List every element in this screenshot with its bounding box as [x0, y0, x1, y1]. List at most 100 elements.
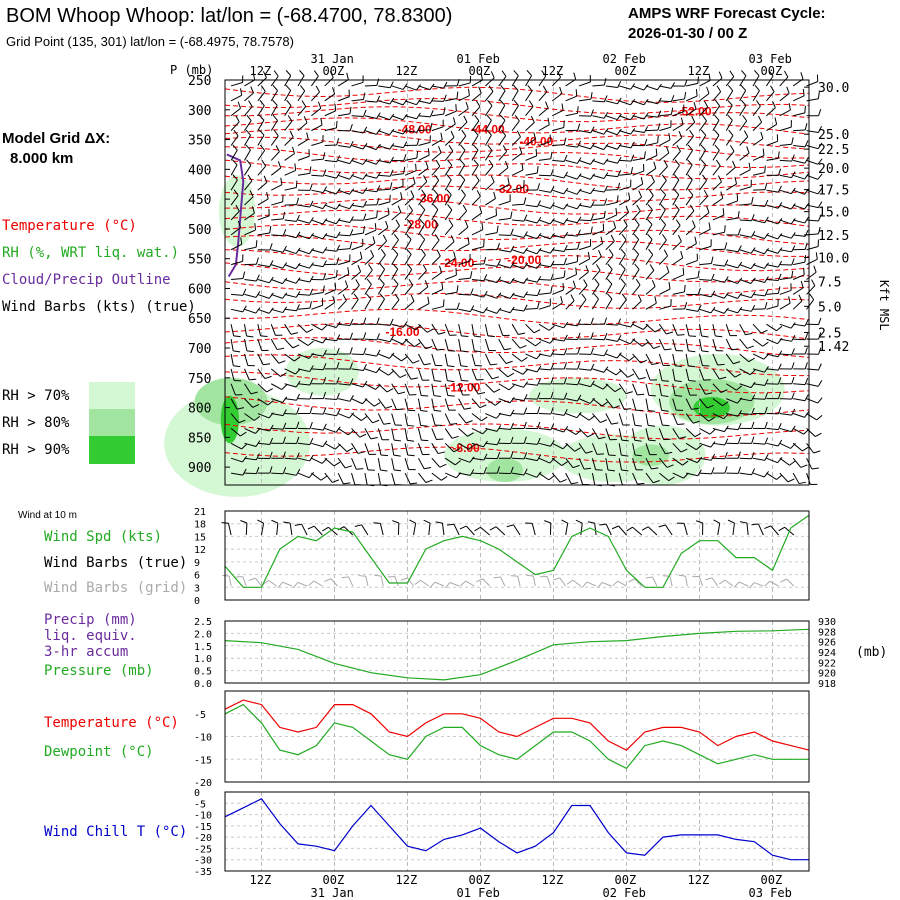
wind-barb [632, 284, 641, 295]
wind-barb [483, 467, 487, 474]
wind-barb [444, 194, 452, 206]
wind-barb [811, 467, 819, 470]
wind-barb [632, 443, 636, 456]
wind-barb [511, 169, 524, 176]
wind-barb [423, 363, 431, 366]
wind-barb [484, 134, 492, 146]
wind-barb [766, 219, 778, 225]
wind-barb [663, 249, 669, 257]
wind-barb [230, 442, 242, 450]
wind-barb [321, 324, 328, 331]
wind-barb [686, 82, 698, 87]
wind-barb [764, 392, 768, 400]
wind-barb [377, 413, 385, 425]
temperature-contour [225, 128, 809, 150]
wind-barb [685, 324, 690, 336]
profile-ytick-label: 900 [188, 461, 211, 476]
wind-barb [297, 122, 308, 132]
wind-barb [366, 278, 372, 285]
wind-barb [257, 77, 267, 87]
wind-barb [285, 84, 292, 91]
wind-barb [404, 183, 416, 191]
wind-barb [815, 252, 818, 260]
wind-barb [699, 383, 706, 395]
wind-barb [684, 79, 688, 87]
wind-barb [427, 148, 430, 156]
wind-barb [510, 451, 514, 459]
wind-barb [685, 210, 695, 221]
wind-barb [550, 350, 555, 357]
wind-barb [645, 195, 654, 206]
wind-barb [230, 457, 243, 463]
wind-barb [792, 300, 803, 310]
wind-barb [512, 186, 524, 191]
wind-barb [272, 84, 278, 91]
wind-barb [790, 218, 796, 225]
surface-wind-barb-grid [348, 576, 354, 587]
wind-barb [712, 324, 716, 337]
temperature-contour-label: -24.00 [440, 256, 474, 270]
wind-barb [364, 84, 377, 87]
wind-barb [806, 258, 818, 266]
wind-barb [739, 368, 751, 376]
wind-barb [270, 324, 276, 336]
wind-barb [300, 85, 306, 92]
wind-barb [322, 285, 325, 293]
wind-barb [252, 403, 260, 408]
ytick-label-pressure: 0.5 [194, 667, 212, 678]
wind-barb [424, 280, 429, 288]
wind-barb [727, 85, 734, 92]
wind-barb [269, 437, 274, 445]
wind-barb [417, 383, 422, 396]
wind-barb [674, 159, 680, 166]
wind-barb [619, 145, 632, 149]
wind-barb [284, 323, 292, 335]
wind-barb [351, 368, 364, 371]
surface-wind-barb [474, 526, 481, 532]
wind-barb [460, 189, 466, 196]
wind-barb [295, 468, 301, 476]
time-label-top: 00Z [469, 64, 491, 78]
wind-barb [391, 173, 404, 176]
wind-barb [632, 269, 640, 280]
surface-wind-barb-grid [586, 581, 597, 587]
wind-barb [490, 71, 495, 79]
wind-barb [592, 413, 601, 423]
wind-barb [526, 70, 532, 76]
wind-barb [618, 368, 629, 378]
wind-barb [645, 224, 653, 236]
surface-wind-barb [713, 519, 720, 524]
wind-barb [244, 106, 253, 117]
wind-barb [551, 76, 561, 87]
wind-barb [268, 292, 274, 299]
wind-barb [592, 428, 600, 439]
wind-barb [389, 318, 394, 326]
wind-barb [509, 397, 515, 404]
wind-barb [471, 472, 484, 475]
wind-barb [351, 398, 363, 405]
wind-barb [471, 383, 479, 395]
temperature-contour [225, 174, 809, 191]
wind-barb [652, 480, 660, 484]
wind-barb [511, 75, 519, 87]
wind-barb [337, 457, 346, 469]
temperature-contour [225, 262, 809, 283]
wind-barb [458, 308, 471, 313]
wind-barb [436, 348, 444, 351]
wind-barb [792, 95, 805, 102]
wind-barb [777, 391, 782, 399]
wind-barb [804, 377, 809, 385]
wind-barb [695, 444, 702, 451]
wind-barb [404, 210, 413, 221]
wind-barb [311, 353, 324, 357]
wind-barb [789, 460, 796, 466]
wind-barb [576, 202, 582, 210]
wind-barb [450, 130, 455, 138]
wind-barb [336, 257, 340, 265]
wind-barb [378, 353, 390, 359]
wind-barb [538, 427, 551, 431]
surface-wind-barb [446, 523, 455, 526]
wind-barb [549, 457, 555, 464]
wind-barb [343, 482, 351, 485]
wind-barb [244, 383, 252, 395]
